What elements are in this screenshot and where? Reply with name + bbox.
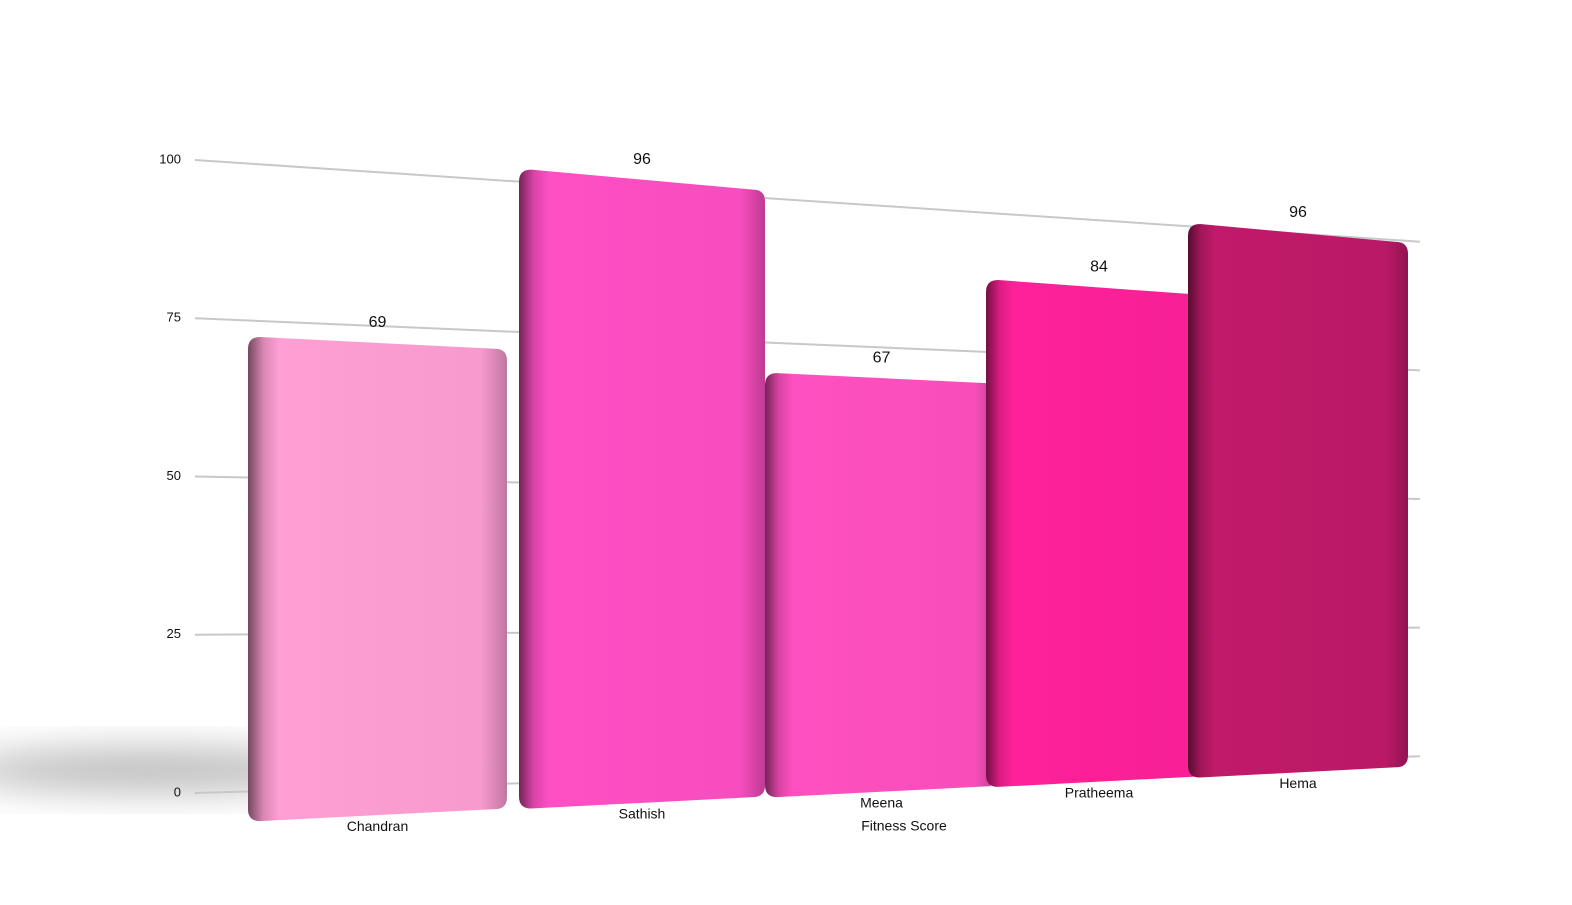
x-axis-label: Fitness Score xyxy=(861,818,947,834)
y-tick-label: 75 xyxy=(167,310,181,325)
bar xyxy=(248,337,507,822)
y-tick-label: 25 xyxy=(167,626,181,641)
y-tick-label: 0 xyxy=(174,784,181,799)
y-tick-label: 100 xyxy=(159,151,181,166)
value-label: 96 xyxy=(633,151,651,168)
x-tick-label: Chandran xyxy=(347,818,409,834)
value-label: 67 xyxy=(873,349,891,366)
bar xyxy=(1188,224,1408,778)
x-tick-label: Pratheema xyxy=(1065,784,1134,800)
x-tick-label: Meena xyxy=(860,794,903,810)
bar xyxy=(986,280,1212,787)
bar xyxy=(519,169,765,809)
x-tick-label: Sathish xyxy=(619,806,666,822)
value-label: 96 xyxy=(1289,204,1307,221)
x-tick-label: Hema xyxy=(1279,775,1317,791)
value-label: 84 xyxy=(1090,259,1108,276)
y-tick-label: 50 xyxy=(167,468,181,483)
bar xyxy=(765,373,998,798)
value-label: 69 xyxy=(369,314,387,331)
